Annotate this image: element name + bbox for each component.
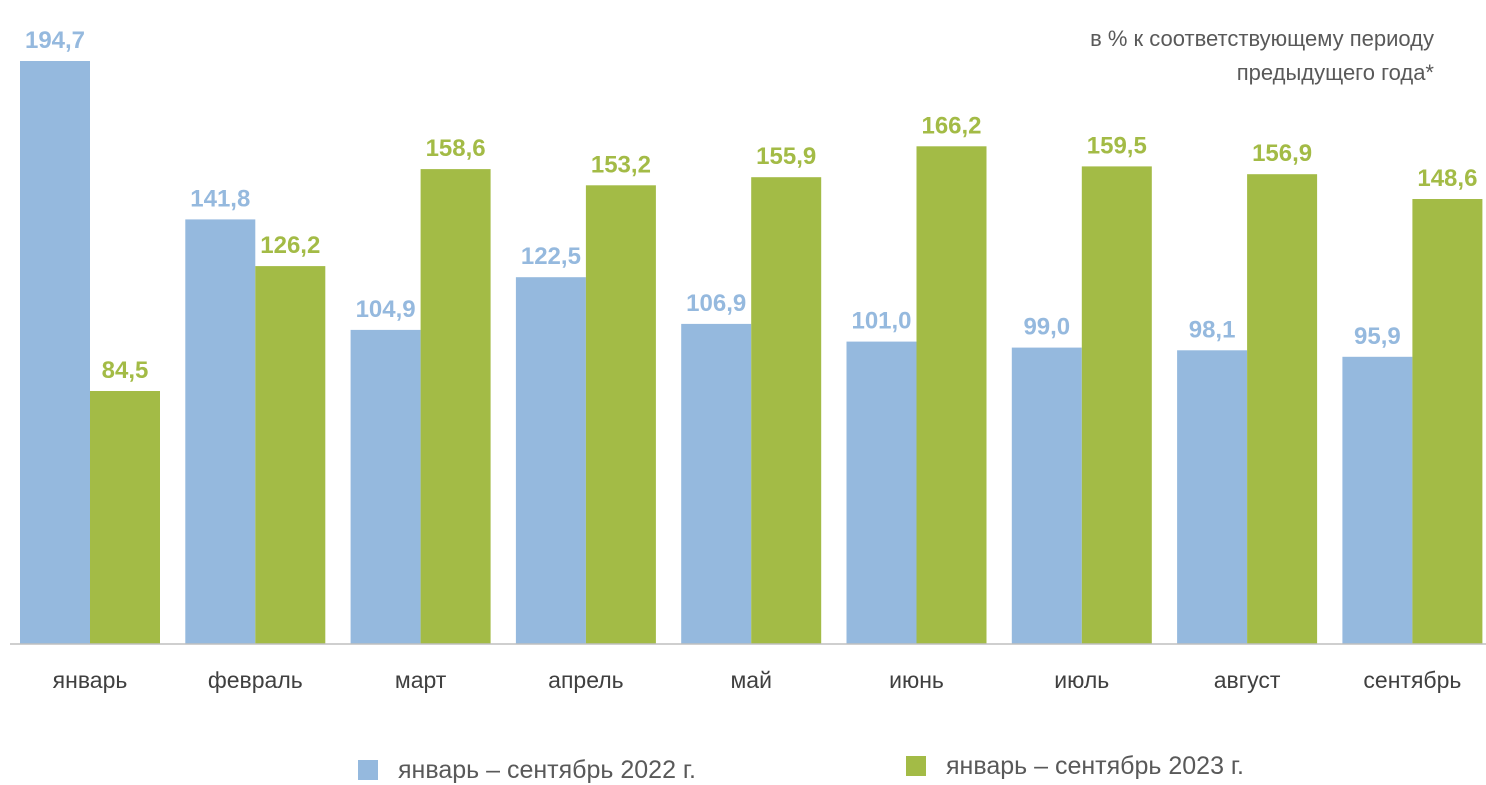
bar-2022-7	[1177, 350, 1248, 644]
bar-2023-3	[585, 185, 656, 645]
legend-label-2023: январь – сентябрь 2023 г.	[946, 751, 1244, 780]
bar-2023-0	[90, 391, 160, 644]
bar-2022-8	[1342, 356, 1413, 644]
data-label-2022-1: 141,8	[190, 185, 250, 212]
bar-2023-4	[751, 177, 822, 644]
data-label-2022-2: 104,9	[356, 296, 416, 323]
bar-2022-4	[681, 323, 752, 644]
data-label-2023-7: 156,9	[1252, 140, 1312, 167]
legend-item-2022: январь – сентябрь 2022 г.	[358, 756, 696, 784]
bar-2022-3	[515, 277, 586, 644]
data-label-2022-3: 122,5	[521, 243, 581, 270]
data-label-2023-1: 126,2	[260, 232, 320, 259]
data-label-2023-8: 148,6	[1417, 165, 1477, 192]
x-tick-label-3: апрель	[548, 667, 623, 693]
data-label-2022-0: 194,7	[25, 27, 85, 54]
x-tick-label-8: сентябрь	[1363, 667, 1461, 693]
bar-2022-0	[20, 61, 90, 644]
annotation-line-2: предыдущего года*	[1236, 60, 1434, 85]
bar-2022-6	[1011, 347, 1082, 644]
x-tick-label-7: август	[1214, 667, 1281, 693]
bar-2022-5	[846, 341, 917, 644]
x-tick-label-2: март	[395, 667, 447, 693]
data-label-2023-0: 84,5	[102, 357, 149, 384]
x-tick-label-5: июнь	[889, 667, 944, 693]
legend-item-2023: январь – сентябрь 2023 г.	[906, 752, 1244, 780]
x-tick-label-0: январь	[53, 667, 128, 693]
data-label-2023-2: 158,6	[426, 135, 486, 162]
legend-label-2022: январь – сентябрь 2022 г.	[398, 755, 696, 784]
data-label-2022-8: 95,9	[1354, 323, 1401, 350]
data-label-2022-5: 101,0	[851, 308, 911, 335]
data-label-2023-5: 166,2	[921, 112, 981, 139]
data-label-2023-6: 159,5	[1087, 132, 1147, 159]
bar-2023-1	[255, 266, 326, 644]
data-label-2022-6: 99,0	[1023, 314, 1070, 341]
data-label-2023-4: 155,9	[756, 143, 816, 170]
data-label-2022-4: 106,9	[686, 290, 746, 317]
bar-2023-5	[916, 146, 987, 645]
annotation-line-1: в % к соответствующему периоду	[1090, 26, 1434, 51]
bar-2022-2	[350, 329, 421, 644]
bar-2023-8	[1412, 199, 1483, 644]
bar-2023-7	[1247, 174, 1318, 644]
chart-annotation: в % к соответствующему периоду предыдуще…	[874, 22, 1434, 90]
data-label-2023-3: 153,2	[591, 151, 651, 178]
bar-2023-2	[420, 169, 491, 644]
legend-swatch-2023	[906, 756, 926, 776]
bar-2022-1	[185, 219, 256, 644]
x-tick-label-1: февраль	[208, 667, 303, 693]
x-tick-label-4: май	[730, 667, 771, 693]
bar-2023-6	[1081, 166, 1152, 644]
data-label-2022-7: 98,1	[1189, 316, 1236, 343]
legend-swatch-2022	[358, 760, 378, 780]
x-tick-label-6: июль	[1054, 667, 1109, 693]
